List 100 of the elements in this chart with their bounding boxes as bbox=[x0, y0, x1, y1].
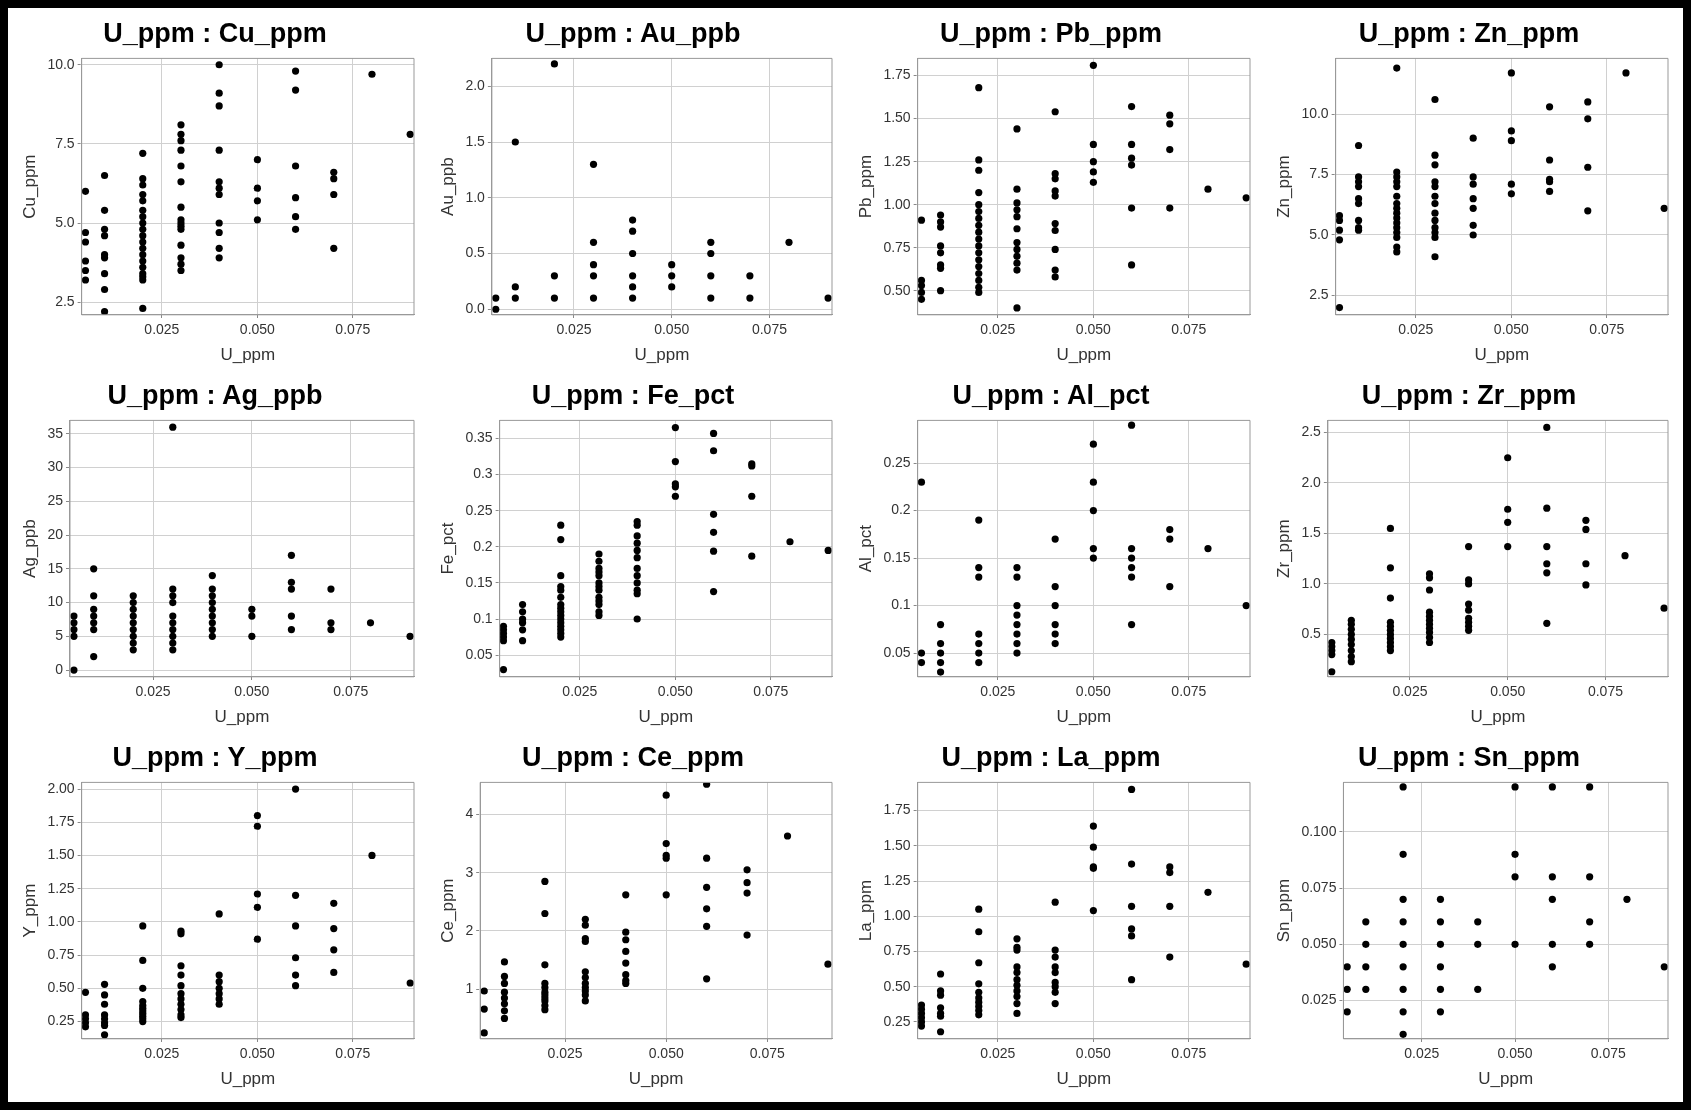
x-tick-label: 0.025 bbox=[1404, 1045, 1440, 1062]
y-axis-title: Sn_ppm bbox=[1273, 878, 1293, 943]
y-tick-label: 1.00 bbox=[883, 907, 911, 924]
x-axis-title: U_ppm bbox=[220, 345, 276, 365]
y-axis-title: Ce_ppm bbox=[437, 878, 457, 943]
x-axis-title: U_ppm bbox=[1056, 345, 1112, 365]
x-tick-label: 0.075 bbox=[1589, 321, 1625, 338]
x-tick-label: 0.025 bbox=[980, 683, 1016, 700]
chart-title: U_ppm : Y_ppm bbox=[112, 741, 318, 772]
x-axis-title: U_ppm bbox=[634, 345, 690, 365]
y-tick-label: 1.25 bbox=[47, 879, 75, 896]
y-tick-label: 0.100 bbox=[1301, 822, 1337, 839]
x-tick-label: 0.050 bbox=[657, 683, 694, 700]
x-tick-label: 0.075 bbox=[749, 1045, 786, 1062]
x-tick-label: 0.075 bbox=[1590, 1045, 1627, 1062]
y-tick-label: 0.75 bbox=[883, 238, 911, 255]
y-tick-label: 0.050 bbox=[1301, 935, 1337, 952]
x-tick-label: 0.050 bbox=[1493, 321, 1530, 338]
x-tick-label: 0.050 bbox=[234, 683, 270, 700]
x-tick-label: 0.025 bbox=[1392, 683, 1428, 700]
y-tick-label: 0.35 bbox=[465, 429, 493, 446]
y-tick-label: 35 bbox=[47, 424, 64, 441]
y-axis-title: Zr_ppm bbox=[1273, 519, 1293, 578]
x-tick-label: 0.050 bbox=[239, 1045, 276, 1062]
x-tick-label: 0.050 bbox=[1490, 683, 1526, 700]
y-tick-label: 0.1 bbox=[473, 609, 493, 626]
x-axis-title: U_ppm bbox=[1474, 345, 1530, 365]
x-tick-label: 0.025 bbox=[547, 1045, 583, 1062]
chart-title: U_ppm : Cu_ppm bbox=[103, 17, 327, 48]
y-tick-label: 1.75 bbox=[883, 66, 911, 83]
y-tick-label: 5.0 bbox=[1309, 225, 1329, 242]
y-tick-label: 0.75 bbox=[883, 942, 911, 959]
x-tick-label: 0.025 bbox=[556, 321, 592, 338]
y-tick-label: 1.50 bbox=[47, 846, 75, 863]
x-tick-label: 0.025 bbox=[980, 1045, 1016, 1062]
y-axis-title: Y_ppm bbox=[19, 883, 39, 938]
y-tick-label: 1.5 bbox=[465, 132, 486, 149]
x-axis-title: U_ppm bbox=[214, 707, 270, 727]
x-tick-label: 0.075 bbox=[1587, 683, 1624, 700]
chart-title: U_ppm : Al_pct bbox=[952, 379, 1150, 410]
y-tick-label: 2.5 bbox=[1301, 423, 1322, 440]
y-tick-label: 0.5 bbox=[1301, 625, 1322, 642]
y-tick-label: 0.2 bbox=[891, 501, 911, 518]
x-tick-label: 0.050 bbox=[1075, 321, 1112, 338]
x-tick-label: 0.050 bbox=[1075, 683, 1112, 700]
y-axis-title: Zn_ppm bbox=[1273, 155, 1293, 218]
y-tick-label: 0.15 bbox=[465, 573, 493, 590]
x-axis-title: U_ppm bbox=[1056, 1069, 1112, 1089]
x-tick-label: 0.025 bbox=[980, 321, 1016, 338]
y-tick-label: 5 bbox=[55, 627, 64, 644]
chart-title: U_ppm : Zr_ppm bbox=[1361, 379, 1577, 410]
y-tick-label: 0.15 bbox=[883, 548, 911, 565]
y-tick-label: 1.50 bbox=[883, 109, 911, 126]
x-tick-label: 0.050 bbox=[1075, 1045, 1112, 1062]
y-tick-label: 1.00 bbox=[47, 912, 75, 929]
x-tick-label: 0.025 bbox=[144, 321, 180, 338]
y-tick-label: 2.5 bbox=[55, 293, 75, 309]
y-tick-label: 1.00 bbox=[883, 195, 911, 212]
x-axis-title: U_ppm bbox=[628, 1069, 684, 1089]
x-tick-label: 0.025 bbox=[144, 1045, 180, 1062]
x-tick-label: 0.075 bbox=[1171, 683, 1207, 700]
y-tick-label: 10.0 bbox=[1301, 104, 1329, 121]
y-tick-label: 0.50 bbox=[883, 977, 911, 994]
y-tick-label: 10.0 bbox=[47, 55, 75, 72]
chart-title: U_ppm : Pb_ppm bbox=[939, 17, 1163, 48]
x-tick-label: 0.025 bbox=[1398, 321, 1434, 338]
y-tick-label: 2.0 bbox=[465, 77, 486, 94]
x-tick-label: 0.050 bbox=[1497, 1045, 1533, 1062]
x-tick-label: 0.050 bbox=[239, 321, 276, 338]
y-axis-title: Ag_ppb bbox=[19, 519, 39, 578]
y-tick-label: 20 bbox=[47, 525, 64, 542]
y-tick-label: 0.25 bbox=[47, 1012, 75, 1029]
y-tick-label: 3 bbox=[465, 863, 474, 880]
y-tick-label: 2.00 bbox=[47, 779, 75, 796]
x-axis-title: U_ppm bbox=[220, 1069, 276, 1089]
y-tick-label: 0.25 bbox=[465, 501, 493, 518]
y-tick-label: 1.5 bbox=[1301, 524, 1322, 541]
y-tick-label: 10 bbox=[47, 593, 64, 610]
y-tick-label: 1.0 bbox=[1301, 574, 1322, 591]
y-tick-label: 1.25 bbox=[883, 871, 911, 888]
x-tick-label: 0.050 bbox=[648, 1045, 684, 1062]
x-tick-label: 0.075 bbox=[751, 321, 788, 338]
y-tick-label: 1 bbox=[465, 980, 474, 997]
y-tick-label: 0.2 bbox=[473, 537, 493, 554]
y-tick-label: 15 bbox=[47, 559, 64, 576]
y-tick-label: 5.0 bbox=[55, 213, 75, 230]
y-tick-label: 0.50 bbox=[883, 281, 911, 298]
y-tick-label: 0.05 bbox=[883, 643, 911, 660]
x-tick-label: 0.075 bbox=[753, 683, 789, 700]
chart-title: U_ppm : Sn_ppm bbox=[1357, 741, 1581, 772]
x-axis-title: U_ppm bbox=[1470, 707, 1526, 727]
y-tick-label: 1.75 bbox=[47, 813, 75, 830]
x-tick-label: 0.075 bbox=[1171, 321, 1207, 338]
x-tick-label: 0.050 bbox=[654, 321, 690, 338]
y-axis-title: La_ppm bbox=[855, 879, 875, 942]
chart-title: U_ppm : La_ppm bbox=[941, 741, 1161, 772]
y-tick-label: 0.25 bbox=[883, 1012, 911, 1029]
x-axis-title: U_ppm bbox=[638, 707, 694, 727]
y-axis-title: Al_pct bbox=[855, 524, 875, 573]
chart-title: U_ppm : Fe_pct bbox=[531, 379, 735, 410]
